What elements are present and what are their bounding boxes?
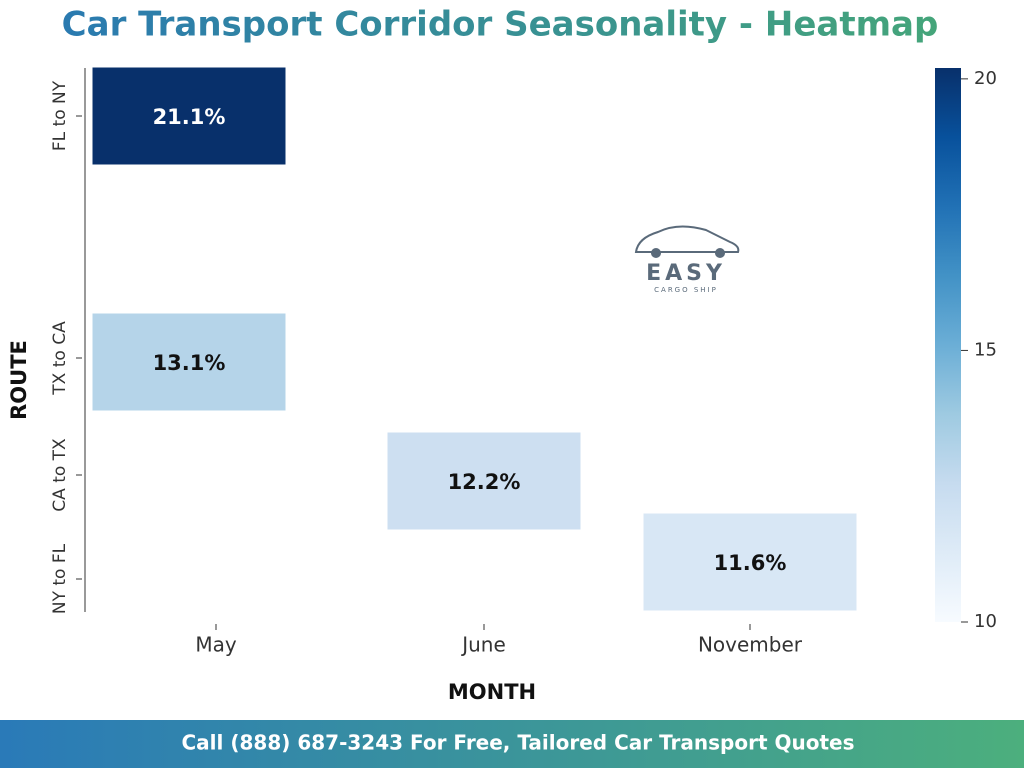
- colorbar-tick-label: 15: [974, 339, 997, 360]
- logo-name: EASY: [646, 261, 726, 286]
- logo: EASY CARGO SHIP: [634, 225, 740, 294]
- chart-title: Car Transport Corridor Seasonality - Hea…: [62, 5, 939, 45]
- heatmap-cell: [387, 432, 581, 530]
- cell-label: 21.1%: [153, 105, 226, 129]
- logo-wheel: [715, 248, 725, 258]
- colorbar-tick-label: 10: [974, 611, 997, 632]
- y-axis-label: ROUTE: [7, 340, 31, 420]
- y-tick-label: NY to FL: [50, 543, 70, 614]
- cell-label: 12.2%: [448, 470, 521, 494]
- x-tick-label: May: [195, 633, 237, 657]
- heatmap-cell: [92, 313, 286, 411]
- colorbar: [935, 68, 961, 622]
- footer-banner: [0, 720, 1024, 768]
- logo-tagline: CARGO SHIP: [654, 286, 718, 294]
- cell-label: 11.6%: [714, 551, 787, 575]
- logo-wheel: [651, 248, 661, 258]
- x-tick-label: November: [698, 633, 803, 657]
- y-tick-label: CA to TX: [50, 438, 70, 512]
- cell-label: 13.1%: [153, 351, 226, 375]
- heatmap-cell: [92, 67, 286, 165]
- x-axis-label: MONTH: [448, 680, 536, 704]
- colorbar-tick-label: 20: [974, 68, 997, 89]
- y-tick-label: TX to CA: [50, 321, 70, 396]
- heatmap-cell: [643, 513, 857, 611]
- logo-car: [634, 225, 740, 253]
- y-tick-label: FL to NY: [50, 80, 70, 151]
- footer-text: Call (888) 687-3243 For Free, Tailored C…: [182, 731, 855, 755]
- x-tick-label: June: [460, 633, 506, 657]
